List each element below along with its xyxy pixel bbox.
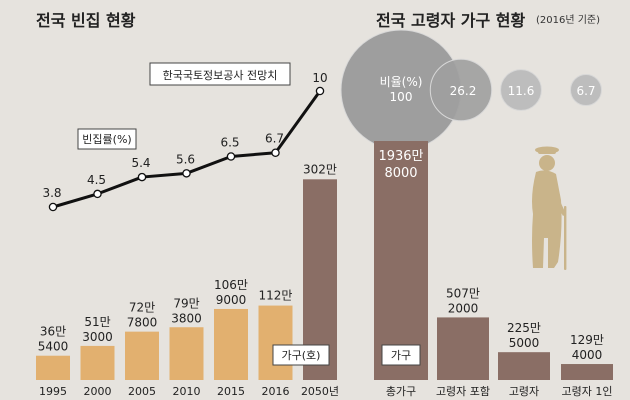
bar-value-label: 8000 bbox=[384, 166, 417, 181]
ratio-value-label: 100 bbox=[390, 90, 413, 104]
bar-value-label: 302만 bbox=[303, 162, 337, 176]
bar-value-label: 112만 bbox=[259, 289, 293, 303]
bar-value-label: 507만 bbox=[446, 286, 480, 300]
left-households-label: 가구(호) bbox=[282, 349, 321, 362]
rate-point bbox=[315, 86, 325, 96]
bar-value-label: 106만 bbox=[214, 278, 248, 292]
rate-legend-label: 빈집률(%) bbox=[82, 133, 131, 146]
households-bar bbox=[214, 308, 248, 380]
rate-value-label: 5.4 bbox=[131, 156, 150, 170]
rate-legend-box bbox=[77, 128, 137, 150]
rate-point bbox=[48, 202, 58, 212]
x-tick-label: 고령자 bbox=[509, 385, 539, 398]
rate-point bbox=[93, 189, 102, 199]
bar-value-label: 79만 bbox=[173, 296, 199, 310]
households-bar bbox=[36, 355, 70, 380]
left-households-box bbox=[272, 344, 330, 366]
bar-value-label: 3000 bbox=[82, 330, 113, 344]
x-tick-label: 2005 bbox=[128, 385, 156, 398]
bar-value-label: 36만 bbox=[40, 325, 66, 339]
bar-value-label: 1936만 bbox=[378, 149, 423, 164]
ratio-value-label: 26.2 bbox=[450, 84, 477, 98]
bar-value-label: 51만 bbox=[84, 315, 110, 329]
x-tick-label: 고령자 1인 bbox=[562, 385, 613, 398]
bar-value-label: 3800 bbox=[171, 311, 202, 325]
ratio-value-label: 11.6 bbox=[508, 84, 535, 98]
bar-value-label: 5400 bbox=[38, 340, 69, 354]
left-chart-title: 전국 빈집 현황 bbox=[36, 11, 136, 30]
right-chart-title: 전국 고령자 가구 현황 bbox=[376, 11, 525, 30]
x-tick-label: 2016 bbox=[262, 385, 290, 398]
households-bar bbox=[258, 305, 293, 380]
ratio-circle bbox=[429, 58, 493, 122]
right-chart-subtitle: (2016년 기준) bbox=[536, 14, 600, 26]
bar-value-label: 4000 bbox=[572, 348, 603, 362]
elderly-person-icon bbox=[532, 146, 567, 270]
rate-value-label: 4.5 bbox=[87, 173, 106, 187]
bar-value-label: 72만 bbox=[129, 301, 155, 315]
x-tick-label: 2015 bbox=[217, 385, 245, 398]
x-tick-label: 고령자 포함 bbox=[436, 385, 490, 398]
households-bar bbox=[169, 327, 204, 380]
bar-value-label: 2000 bbox=[448, 301, 479, 315]
rate-point bbox=[271, 148, 280, 157]
rate-value-label: 5.6 bbox=[176, 152, 195, 166]
elderly-households-bar bbox=[374, 141, 428, 380]
x-tick-label: 1995 bbox=[39, 385, 67, 398]
bar-value-label: 225만 bbox=[507, 321, 541, 335]
bar-value-label: 5000 bbox=[509, 336, 540, 350]
rate-point bbox=[137, 172, 147, 182]
ratio-value-label: 6.7 bbox=[576, 84, 595, 98]
x-tick-label: 2010 bbox=[173, 385, 201, 398]
ratio-title: 비율(%) bbox=[380, 75, 423, 89]
rate-value-label: 6.5 bbox=[220, 135, 239, 149]
x-tick-label: 2050년 bbox=[301, 385, 339, 398]
bar-value-label: 129만 bbox=[570, 333, 604, 347]
rate-point bbox=[182, 169, 191, 178]
ratio-circle bbox=[569, 73, 603, 107]
right-households-label: 가구 bbox=[391, 349, 411, 362]
bar-value-label: 7800 bbox=[127, 316, 158, 330]
elderly-households-bar bbox=[437, 317, 489, 380]
households-bar bbox=[80, 345, 115, 380]
ratio-circle bbox=[500, 69, 542, 111]
projection-callout-box bbox=[149, 62, 291, 86]
projection-label: 한국국토정보공사 전망치 bbox=[163, 69, 278, 82]
rate-point bbox=[226, 152, 236, 161]
rate-value-label: 10 bbox=[312, 71, 327, 85]
x-tick-label: 2000 bbox=[84, 385, 112, 398]
households-bar bbox=[125, 331, 159, 380]
x-tick-label: 총가구 bbox=[386, 385, 416, 398]
rate-value-label: 6.7 bbox=[265, 132, 284, 146]
elderly-households-bar bbox=[498, 352, 550, 380]
rate-value-label: 3.8 bbox=[42, 186, 61, 200]
elderly-households-bar bbox=[561, 364, 613, 380]
right-households-box bbox=[381, 344, 421, 366]
bar-value-label: 9000 bbox=[216, 293, 247, 307]
